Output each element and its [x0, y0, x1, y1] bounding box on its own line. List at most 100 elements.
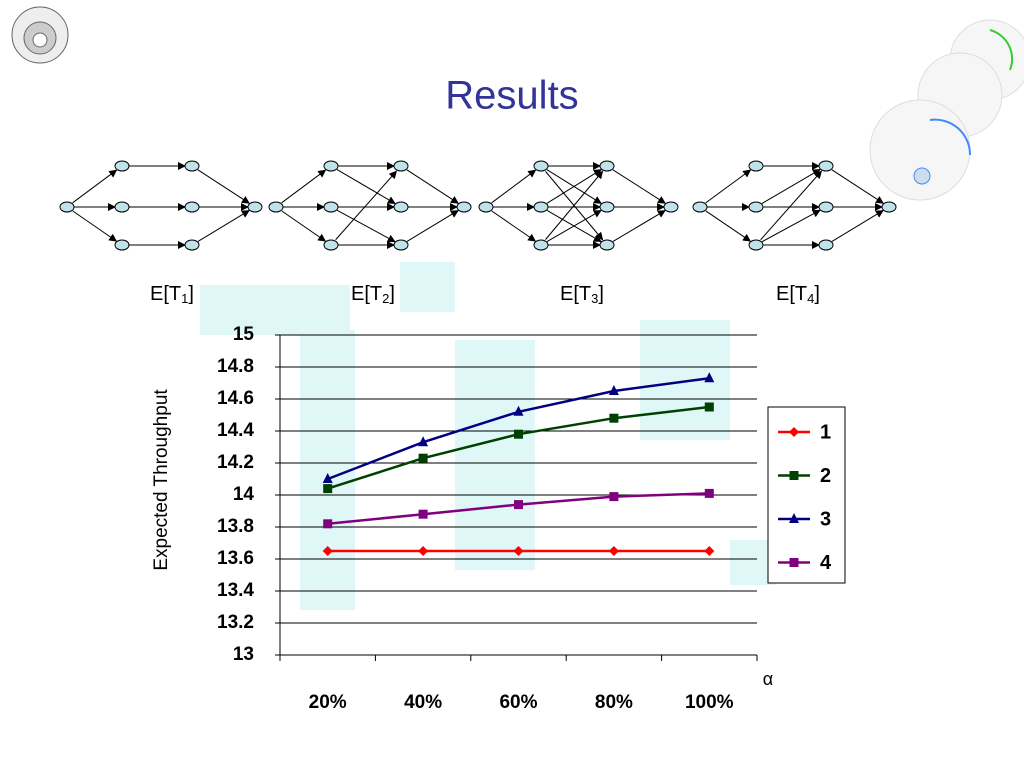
data-point — [513, 546, 524, 556]
y-tick-label: 14.6 — [217, 388, 254, 409]
data-point — [514, 500, 523, 510]
y-tick-label: 14.4 — [217, 420, 254, 441]
node — [59, 201, 75, 213]
node — [393, 201, 409, 213]
legend-label: 2 — [820, 465, 831, 487]
data-point — [418, 453, 428, 463]
edge — [612, 169, 666, 204]
y-tick-label: 13.8 — [217, 516, 254, 537]
data-point — [322, 546, 333, 556]
data-point — [609, 413, 619, 423]
legend-box — [767, 406, 846, 584]
edge — [406, 210, 459, 242]
label-base: E[T — [776, 283, 807, 305]
data-point — [323, 519, 333, 529]
label-close: ] — [188, 283, 194, 305]
data-point — [608, 546, 619, 556]
label-subscript: 2 — [382, 291, 389, 306]
node — [818, 239, 834, 251]
edge — [491, 210, 537, 242]
label-close: ] — [598, 283, 604, 305]
diagram-label: E[T2] — [351, 283, 395, 306]
data-point — [323, 484, 333, 494]
y-tick-label: 13.6 — [217, 548, 254, 569]
data-point — [514, 429, 523, 439]
label-base: E[T — [560, 283, 591, 305]
edge — [72, 210, 118, 242]
edge — [545, 170, 604, 240]
node — [268, 201, 284, 213]
node — [881, 201, 897, 213]
node — [184, 160, 200, 172]
edge — [336, 169, 396, 204]
corner-decoration — [869, 19, 1024, 201]
edge — [546, 169, 602, 204]
edge — [281, 169, 327, 204]
data-point — [322, 473, 333, 483]
node — [323, 239, 339, 251]
x-tick-label: 80% — [595, 692, 633, 713]
data-point — [609, 492, 619, 502]
network-diagrams — [59, 160, 897, 251]
data-point — [418, 546, 429, 556]
edge — [197, 169, 250, 204]
edge — [705, 169, 752, 204]
node — [818, 160, 834, 172]
data-point — [418, 436, 429, 447]
label-close: ] — [389, 283, 395, 305]
node — [478, 201, 494, 213]
legend-swatch-marker — [789, 558, 799, 567]
node — [748, 201, 764, 213]
node — [818, 201, 834, 213]
edge — [406, 169, 459, 204]
slide-title: Results — [445, 74, 578, 118]
node — [599, 160, 615, 172]
edge — [761, 169, 821, 204]
node — [599, 239, 615, 251]
node — [393, 239, 409, 251]
edge — [72, 169, 118, 204]
y-tick-label: 15 — [233, 324, 255, 345]
edge — [336, 209, 396, 243]
diagram-label: E[T1] — [150, 283, 194, 306]
label-subscript: 1 — [181, 291, 188, 306]
data-point — [513, 405, 524, 416]
node — [114, 160, 130, 172]
y-tick-label: 13 — [233, 644, 254, 665]
legend-swatch-marker — [789, 427, 799, 437]
y-axis-label: Expected Throughput — [151, 389, 172, 571]
node — [184, 201, 200, 213]
data-point — [704, 372, 715, 383]
y-tick-label: 14.8 — [217, 356, 254, 377]
label-subscript: 3 — [591, 291, 598, 306]
label-subscript: 4 — [807, 291, 814, 306]
node — [533, 239, 549, 251]
x-tick-label: 60% — [499, 692, 537, 713]
x-tick-label: 40% — [404, 692, 442, 713]
node — [184, 239, 200, 251]
edge — [705, 210, 752, 242]
edge — [281, 210, 327, 242]
data-point — [704, 402, 714, 412]
edge — [612, 210, 666, 242]
y-tick-label: 13.2 — [217, 612, 254, 633]
x-tick-label: 100% — [685, 692, 734, 713]
diagram-label: E[T4] — [776, 283, 820, 306]
node — [247, 201, 263, 213]
node — [114, 239, 130, 251]
edge — [760, 170, 823, 241]
edge — [197, 210, 250, 242]
node — [323, 160, 339, 172]
legend-swatch-marker — [789, 513, 799, 523]
node — [692, 201, 708, 213]
edge — [761, 209, 821, 243]
node — [393, 160, 409, 172]
legend-label: 4 — [820, 552, 832, 574]
edge — [335, 170, 398, 241]
node — [748, 160, 764, 172]
label-base: E[T — [150, 283, 181, 305]
node — [533, 201, 549, 213]
legend-swatch-marker — [789, 471, 799, 480]
node — [114, 201, 130, 213]
